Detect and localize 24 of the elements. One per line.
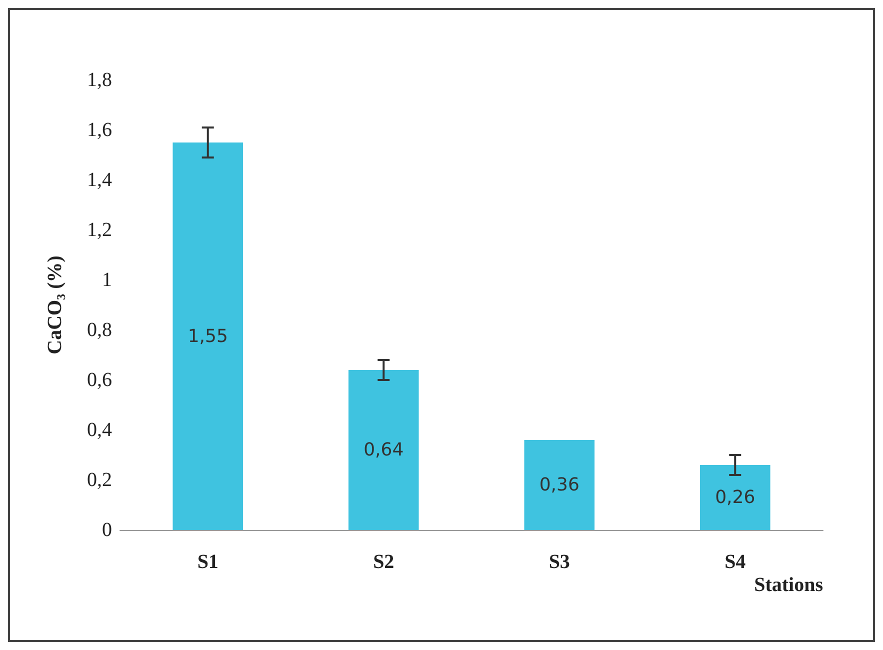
- data-label: 0,64: [364, 440, 404, 460]
- x-tick-label: S2: [373, 551, 394, 573]
- bar: [524, 440, 595, 530]
- y-tick-label: 0,2: [87, 469, 112, 491]
- data-label: 0,36: [539, 474, 580, 496]
- y-tick-label: 1,4: [87, 169, 112, 191]
- x-axis-title: Stations: [754, 574, 824, 596]
- y-tick-label: 0: [102, 519, 112, 541]
- bar: [172, 142, 244, 530]
- data-label: 0,26: [715, 487, 756, 508]
- x-tick-label: S1: [197, 551, 218, 573]
- x-tick-label: S4: [724, 551, 746, 573]
- y-tick-label: 1: [102, 269, 112, 291]
- y-axis-title: CaCO₃ (%): [44, 256, 66, 354]
- y-tick-label: 0,8: [87, 319, 112, 341]
- y-tick-label: 1,2: [87, 219, 112, 241]
- x-tick-label: S3: [548, 551, 570, 573]
- data-label: 1,55: [188, 326, 228, 347]
- y-tick-label: 1,6: [87, 119, 112, 141]
- y-tick-label: 1,8: [87, 69, 112, 91]
- y-tick-label: 0,4: [87, 419, 112, 441]
- y-tick-label: 0,6: [87, 369, 112, 391]
- bar: [700, 465, 770, 530]
- bar: [348, 370, 419, 530]
